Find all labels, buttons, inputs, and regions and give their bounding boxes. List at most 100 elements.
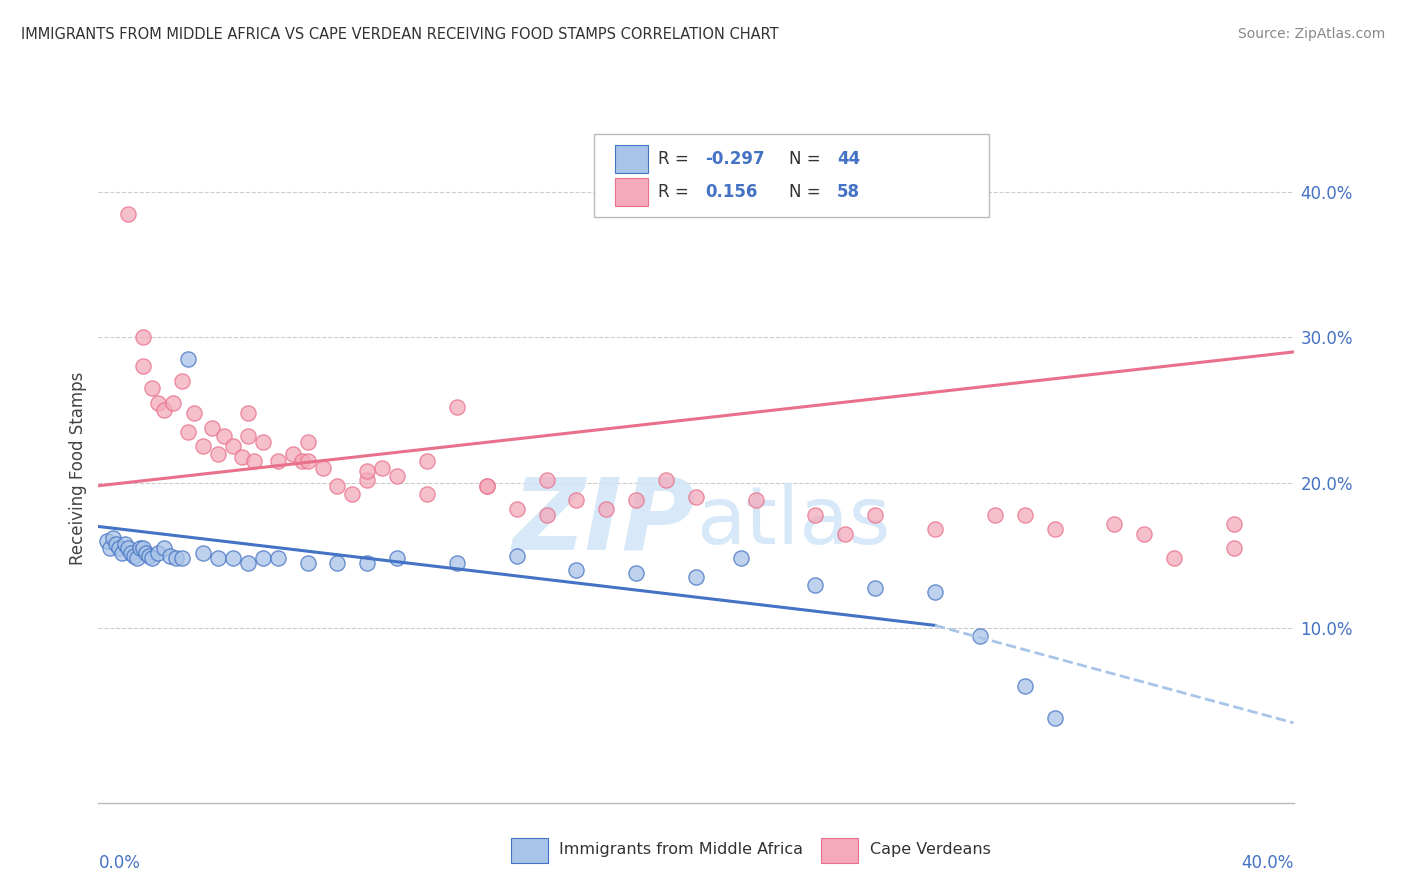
Point xyxy=(124,549,146,563)
Point xyxy=(172,374,194,388)
Point xyxy=(135,546,157,560)
Point xyxy=(212,429,235,443)
Point xyxy=(506,549,529,563)
Point xyxy=(191,440,214,454)
Point xyxy=(297,454,319,468)
Point xyxy=(138,549,160,563)
Point xyxy=(1014,680,1036,694)
Point xyxy=(565,563,588,577)
Point xyxy=(117,541,139,556)
Point xyxy=(96,534,118,549)
Point xyxy=(159,549,181,563)
Text: 40.0%: 40.0% xyxy=(1241,854,1294,871)
Point xyxy=(446,401,468,415)
Point xyxy=(172,551,194,566)
Point xyxy=(1043,711,1066,725)
Point xyxy=(177,425,200,439)
Text: 0.0%: 0.0% xyxy=(98,854,141,871)
Point xyxy=(98,541,122,556)
Point xyxy=(207,551,229,566)
Point xyxy=(132,330,155,344)
Point xyxy=(834,526,856,541)
FancyBboxPatch shape xyxy=(510,838,547,863)
Point xyxy=(132,359,155,374)
Point xyxy=(983,508,1005,522)
Point xyxy=(243,454,266,468)
Point xyxy=(624,566,647,580)
Point xyxy=(475,479,498,493)
Point xyxy=(371,461,394,475)
Point xyxy=(1223,541,1246,556)
Point xyxy=(177,352,200,367)
Text: N =: N = xyxy=(789,150,827,168)
Point xyxy=(924,522,946,536)
Point xyxy=(141,381,163,395)
Point xyxy=(475,479,498,493)
Point xyxy=(117,207,139,221)
FancyBboxPatch shape xyxy=(614,145,648,173)
Point xyxy=(207,447,229,461)
Point xyxy=(191,546,214,560)
Point xyxy=(153,403,176,417)
Point xyxy=(222,440,245,454)
Point xyxy=(236,406,259,420)
Point xyxy=(311,461,333,475)
Text: 44: 44 xyxy=(837,150,860,168)
Point xyxy=(326,556,349,570)
Point xyxy=(804,508,827,522)
Point xyxy=(252,551,274,566)
Point xyxy=(356,473,378,487)
Point xyxy=(222,551,245,566)
Point xyxy=(141,551,163,566)
Text: -0.297: -0.297 xyxy=(706,150,765,168)
Point xyxy=(127,551,149,566)
Point xyxy=(685,491,707,505)
Point xyxy=(148,396,170,410)
Point xyxy=(356,464,378,478)
Point xyxy=(111,546,134,560)
Text: N =: N = xyxy=(789,183,827,201)
Point xyxy=(655,473,678,487)
Text: Immigrants from Middle Africa: Immigrants from Middle Africa xyxy=(560,842,803,857)
Point xyxy=(385,468,409,483)
Point xyxy=(730,551,752,566)
Point xyxy=(108,541,131,556)
Point xyxy=(236,429,259,443)
Point xyxy=(183,406,205,420)
Point xyxy=(326,479,349,493)
Point xyxy=(153,541,176,556)
Point xyxy=(865,581,887,595)
Point xyxy=(565,493,588,508)
Point xyxy=(162,396,184,410)
Point xyxy=(297,435,319,450)
Point xyxy=(804,577,827,591)
Point xyxy=(105,537,128,551)
Text: R =: R = xyxy=(658,150,693,168)
Point xyxy=(267,454,290,468)
Point xyxy=(120,546,142,560)
Point xyxy=(865,508,887,522)
Point xyxy=(201,420,224,434)
Text: 0.156: 0.156 xyxy=(706,183,758,201)
Point xyxy=(297,556,319,570)
Point xyxy=(385,551,409,566)
Point xyxy=(148,546,170,560)
Y-axis label: Receiving Food Stamps: Receiving Food Stamps xyxy=(69,372,87,565)
Point xyxy=(536,473,558,487)
Point xyxy=(506,502,529,516)
Text: atlas: atlas xyxy=(696,483,890,561)
Point xyxy=(114,537,136,551)
Point xyxy=(1104,516,1126,531)
Text: R =: R = xyxy=(658,183,693,201)
Point xyxy=(745,493,768,508)
Point xyxy=(969,628,991,642)
Point xyxy=(1223,516,1246,531)
Text: ZIP: ZIP xyxy=(513,474,696,570)
Point xyxy=(416,487,439,501)
FancyBboxPatch shape xyxy=(595,134,988,218)
Point xyxy=(1043,522,1066,536)
Point xyxy=(267,551,290,566)
Text: 58: 58 xyxy=(837,183,860,201)
Point xyxy=(1163,551,1185,566)
FancyBboxPatch shape xyxy=(821,838,858,863)
